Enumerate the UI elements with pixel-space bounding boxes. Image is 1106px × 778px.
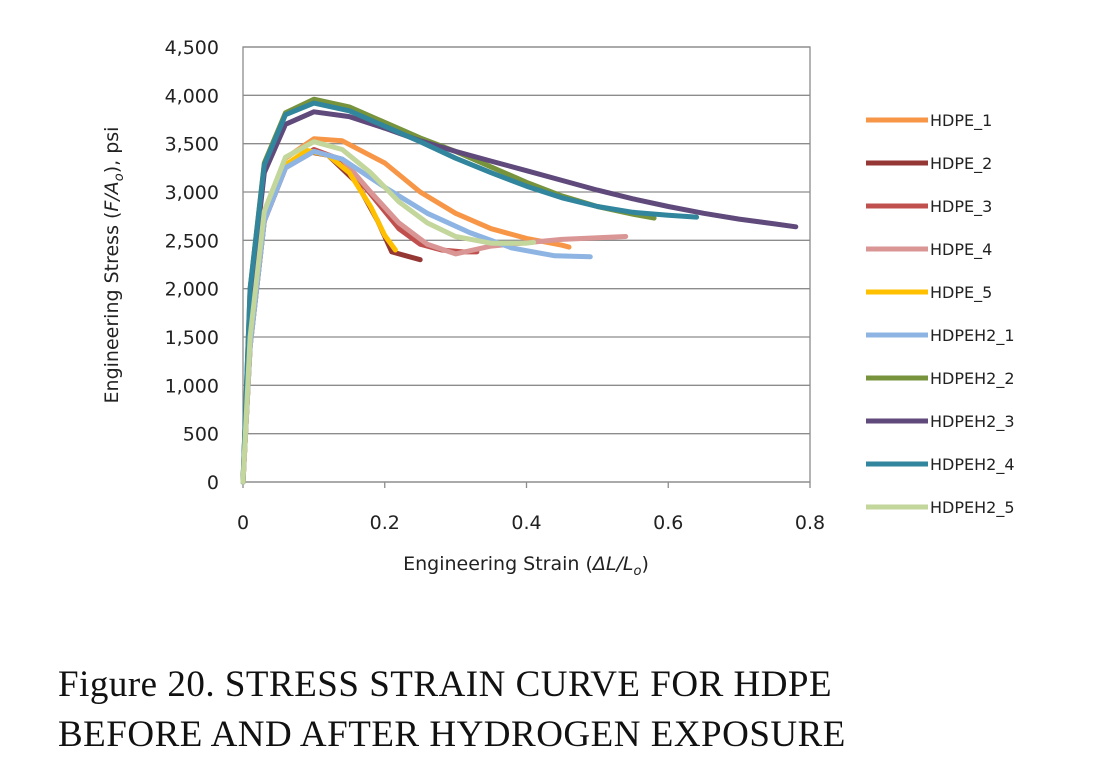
x-tick-label: 0.2 [370,512,400,534]
legend-label: HDPEH2_2 [930,369,1015,389]
x-tick-label: 0 [237,512,249,534]
x-tick-label: 0.6 [653,512,683,534]
y-tick-label: 4,000 [165,85,219,107]
legend-label: HDPE_5 [930,283,992,303]
legend-item: HDPE_4 [866,240,992,260]
legend-item: HDPEH2_4 [866,455,1015,475]
y-tick-label: 2,000 [165,279,219,301]
legend-item: HDPEH2_3 [866,412,1015,432]
legend-item: HDPE_3 [866,197,992,217]
legend-item: HDPEH2_2 [866,369,1015,389]
y-tick-label: 4,500 [165,37,219,59]
series-line-hdpeh2-1 [240,148,593,485]
legend-label: HDPEH2_4 [930,455,1015,475]
legend-label: HDPEH2_1 [930,326,1015,346]
x-axis-title: Engineering Strain (ΔL/Lo) [403,553,649,579]
series-line-hdpeh2-4 [240,100,700,485]
x-tick-label: 0.4 [511,512,541,534]
y-tick-label: 0 [207,472,219,494]
caption-line-1: Figure 20. STRESS STRAIN CURVE FOR HDPE [58,664,833,705]
legend-item: HDPE_5 [866,283,992,303]
stress-strain-chart: 0 500 1,000 1,500 2,000 2,500 3,000 3,500 4,000 4… [101,37,1015,579]
legend-label: HDPE_4 [930,240,992,260]
legend-label: HDPEH2_5 [930,498,1015,518]
y-tick-label: 2,500 [165,230,219,252]
series-line-hdpe-1 [240,136,572,485]
plot-area [242,46,811,483]
legend-label: HDPE_3 [930,197,992,217]
figure-caption: Figure 20. STRESS STRAIN CURVE FOR HDPE … [58,660,1058,760]
legend-item: HDPEH2_1 [866,326,1015,346]
y-tick-label: 500 [183,424,219,446]
legend-label: HDPE_1 [930,111,992,131]
legend-label: HDPEH2_3 [930,412,1015,432]
series-line-hdpeh2-5 [240,139,537,485]
legend: HDPE_1 HDPE_2 HDPE_3 HDPE_4 HDPE_5 HDPEH2_1 HD… [866,111,1015,518]
caption-line-2: BEFORE AND AFTER HYDROGEN EXPOSURE [58,714,846,755]
legend-item: HDPE_1 [866,111,992,131]
legend-label: HDPE_2 [930,154,992,174]
tick-labels: 0 500 1,000 1,500 2,000 2,500 3,000 3,500 4,000 4… [165,37,826,534]
legend-item: HDPEH2_5 [866,498,1015,518]
series-line-hdpeh2-3 [240,109,799,485]
y-tick-label: 3,500 [165,134,219,156]
series-lines [240,96,799,485]
y-tick-label: 1,000 [165,375,219,397]
x-tick-label: 0.8 [795,512,825,534]
legend-item: HDPE_2 [866,154,992,174]
chart-svg: 0 500 1,000 1,500 2,000 2,500 3,000 3,500 4,000 4… [101,37,1015,579]
y-tick-label: 1,500 [165,327,219,349]
y-tick-label: 3,000 [165,182,219,204]
y-axis-title: Engineering Stress (F/Ao), psi [101,127,127,404]
series-line-hdpe-3 [240,147,480,485]
